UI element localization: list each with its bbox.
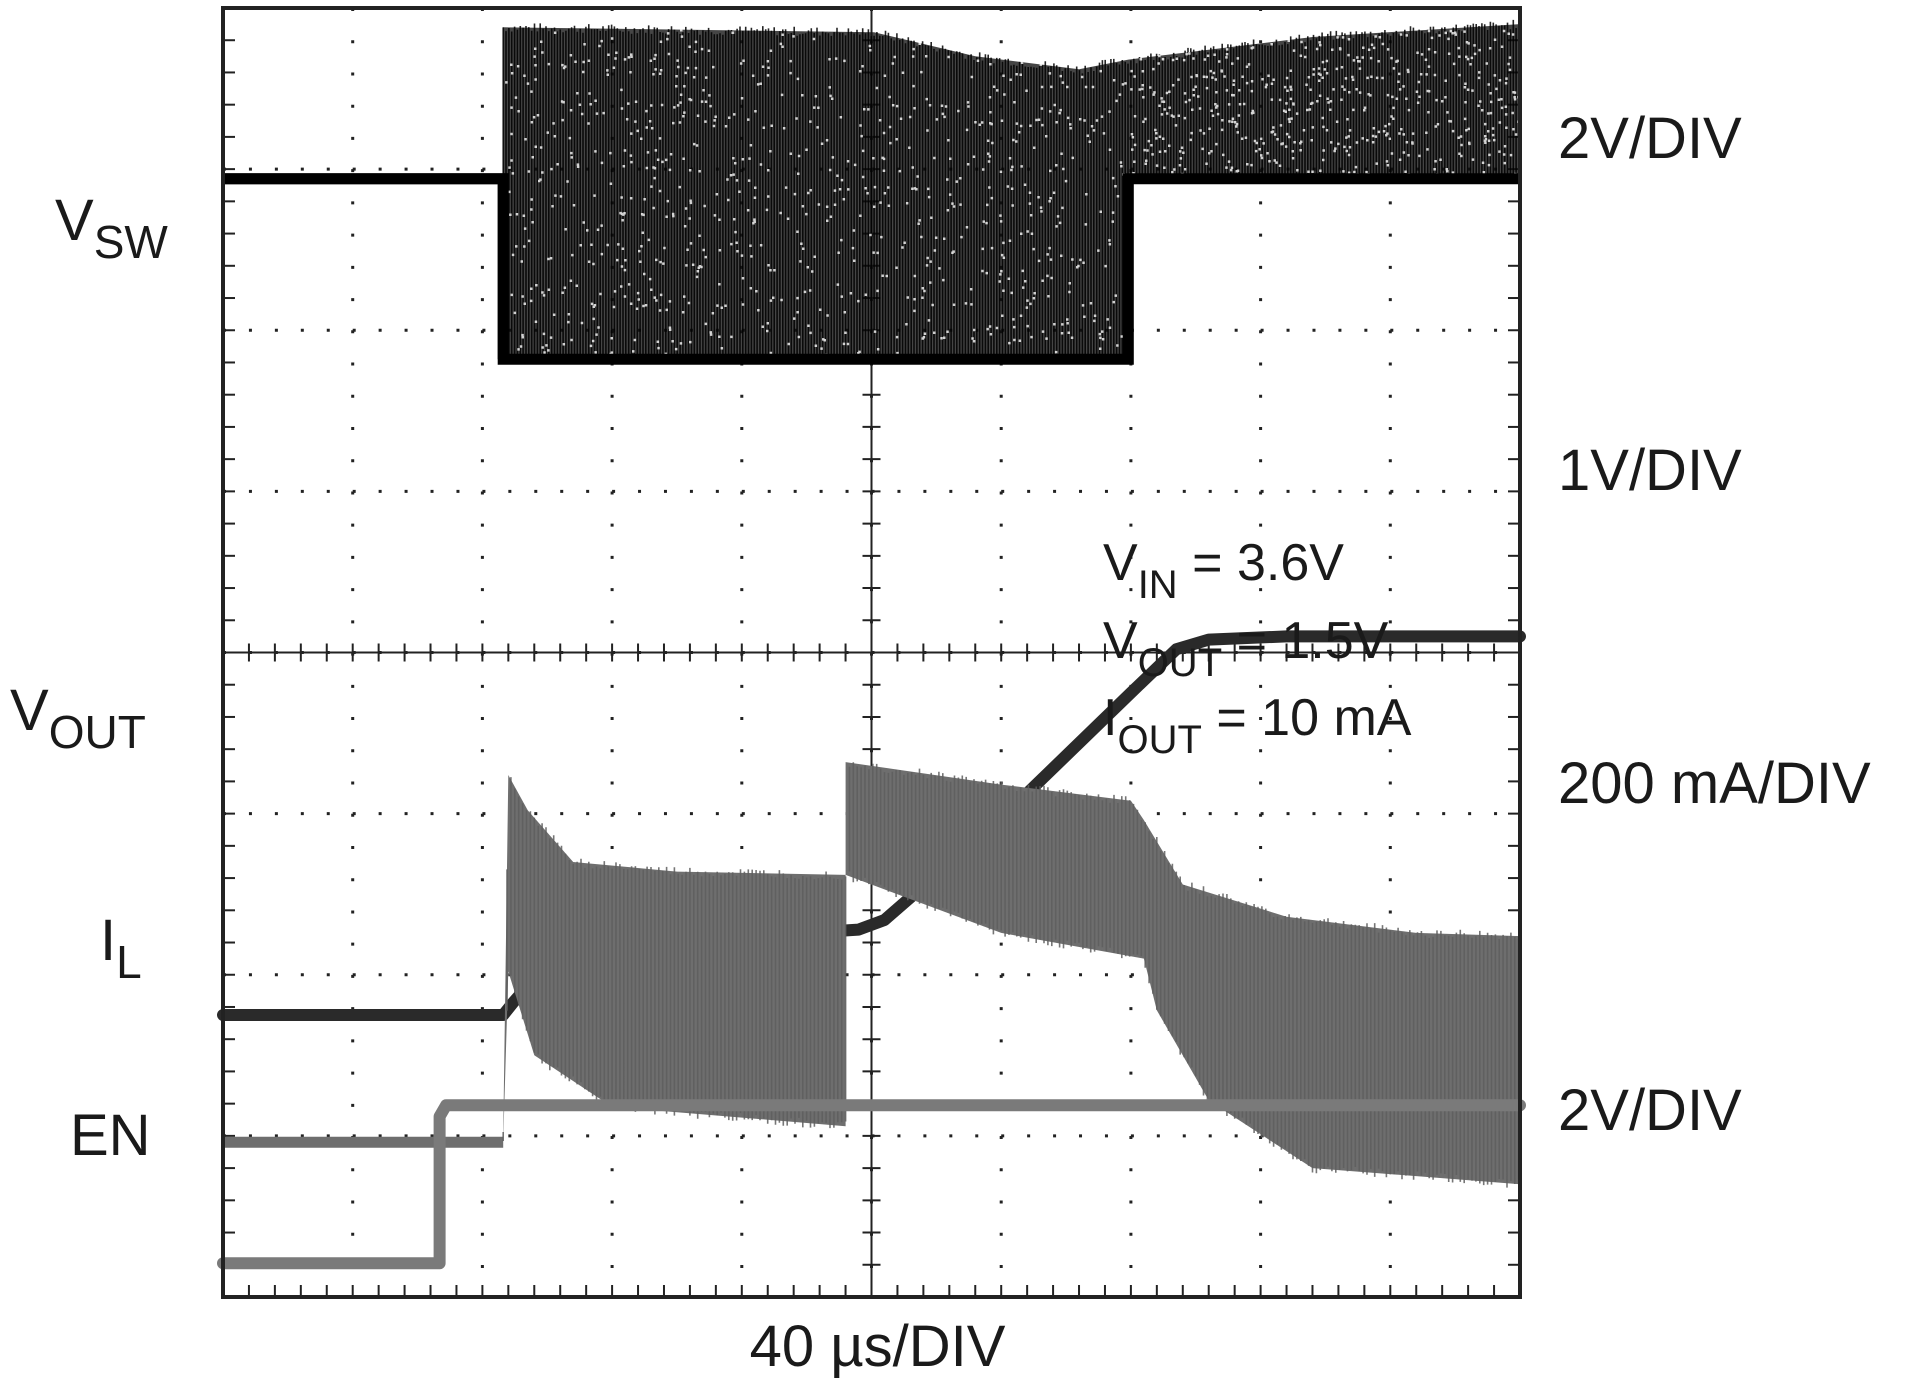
channel-label-sub: SW	[94, 216, 169, 268]
plot-frame	[221, 6, 1522, 1299]
trace-en	[217, 1099, 1526, 1270]
trace-vsw-idle	[223, 173, 509, 360]
annotation-value: = 10 mA	[1202, 689, 1412, 747]
x-axis-label: 40 µs/DIV	[750, 1314, 1006, 1379]
scale-label-en: 2V/DIV	[1558, 1078, 1742, 1143]
channel-label-main: V	[10, 678, 49, 743]
channel-label-sub: OUT	[49, 706, 146, 758]
channel-label-en: EN	[70, 1103, 151, 1168]
annotation-main: V	[1103, 534, 1138, 592]
trace-vsw-rail	[223, 173, 1520, 365]
channel-label-vsw: VSW	[55, 188, 168, 268]
channel-label-sub: L	[116, 936, 142, 988]
channel-label-main: I	[100, 908, 116, 973]
channel-label-main: EN	[70, 1103, 151, 1168]
annotation-sub: OUT	[1138, 641, 1222, 685]
annotation-line: VIN = 3.6V	[1103, 534, 1344, 607]
trace-il	[223, 762, 1520, 1188]
annotation-sub: OUT	[1117, 718, 1201, 762]
annotation-value: = 1.5V	[1222, 612, 1389, 670]
annotation-line: VOUT = 1.5V	[1103, 612, 1389, 685]
trace-vsw	[223, 19, 1522, 365]
scale-label-il: 200 mA/DIV	[1558, 751, 1871, 816]
annotation-main: I	[1103, 689, 1117, 747]
trace-en-line	[217, 1099, 1526, 1270]
annotation-main: V	[1103, 612, 1138, 670]
traces	[217, 19, 1526, 1270]
annotation-sub: IN	[1138, 563, 1178, 607]
scale-labels: 2V/DIV 1V/DIV 200 mA/DIV 2V/DIV	[1558, 106, 1871, 1143]
channel-label-main: V	[55, 188, 94, 253]
trace-il-ripple	[502, 762, 1520, 1188]
scale-label-vsw: 2V/DIV	[1558, 106, 1742, 171]
scale-label-vout: 1V/DIV	[1558, 438, 1742, 503]
annotation-line: IOUT = 10 mA	[1103, 689, 1412, 762]
channel-label-il: IL	[100, 908, 142, 988]
channel-label-vout: VOUT	[10, 678, 146, 758]
annotation-value: = 3.6V	[1178, 534, 1345, 592]
